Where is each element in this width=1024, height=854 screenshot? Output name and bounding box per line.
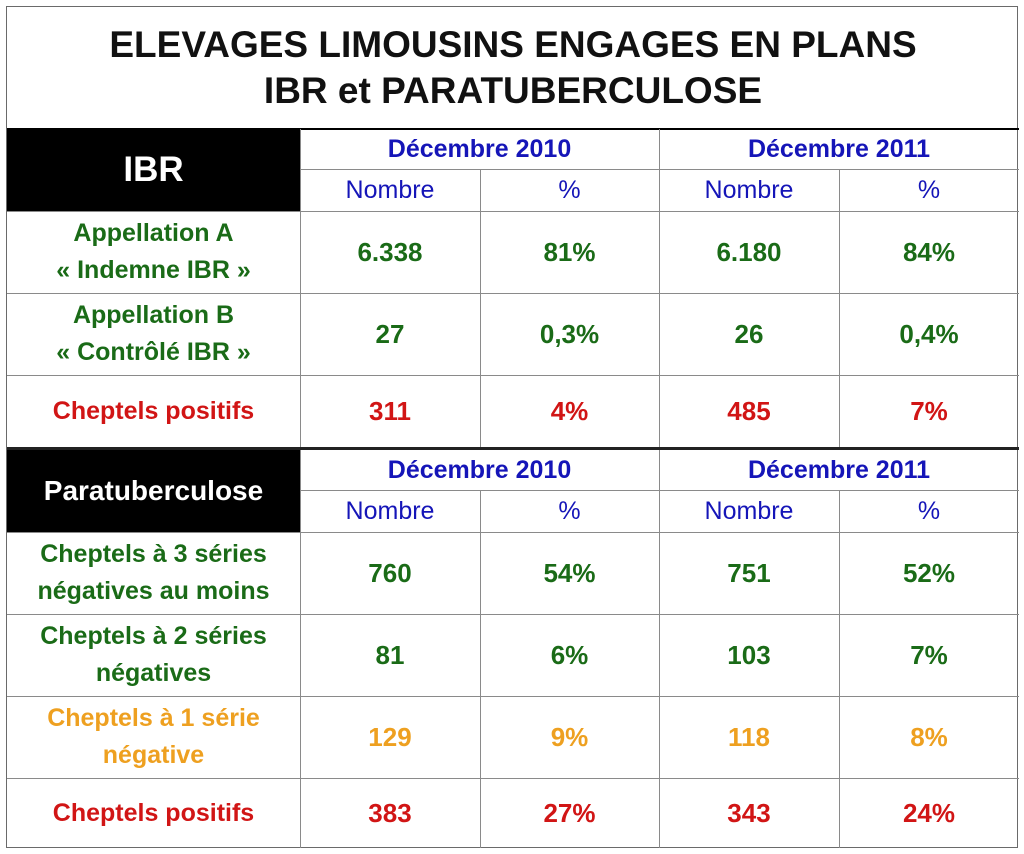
summary-table: ELEVAGES LIMOUSINS ENGAGES EN PLANS IBR … [6,6,1019,848]
grid-line [7,293,1019,294]
label-line-1: Appellation B [72,301,235,329]
para-3s-nombre-2011: 751 [727,557,771,588]
ibr-a-pct-2010: 81% [543,236,596,267]
grid-line [7,614,1019,615]
grid-line [659,129,660,447]
label-line-2: « Indemne IBR » [56,256,251,284]
grid-line [839,169,840,447]
ibr-b-nombre-2010: 27 [375,318,405,349]
para-row-1-serie-label: Cheptels à 1 série négative [7,696,300,778]
ibr-pos-nombre-2011: 485 [727,395,771,426]
para-3s-pct-2010: 54% [543,557,596,588]
section-divider [7,447,1019,450]
ibr-col-nombre-2011: Nombre [704,175,794,204]
ibr-b-pct-2010: 0,3% [539,318,600,349]
para-row-2-series-label: Cheptels à 2 séries négatives [7,614,300,696]
para-1s-pct-2011: 8% [910,721,948,752]
label-line-1: Appellation A [73,219,234,247]
para-pos-pct-2010: 27% [543,797,596,828]
para-col-pct-2010: % [558,496,581,525]
para-col-nombre-2010: Nombre [345,496,435,525]
grid-line [7,778,1019,779]
ibr-col-pct-2011: % [917,175,941,204]
grid-line [300,169,1019,170]
grid-line [480,490,481,848]
grid-line [7,696,1019,697]
title-divider [7,128,1019,130]
label-line-2: négative [102,741,205,769]
ibr-section-header: IBR [7,129,300,211]
table-title: ELEVAGES LIMOUSINS ENGAGES EN PLANS IBR … [7,7,1019,129]
title-line-1: ELEVAGES LIMOUSINS ENGAGES EN PLANS [109,24,917,65]
para-period-2011: Décembre 2011 [747,455,931,484]
label-line-1: Cheptels à 2 séries [40,622,267,650]
ibr-pos-pct-2011: 7% [910,395,948,426]
grid-line [300,129,301,447]
para-row-3-series-label: Cheptels à 3 séries négatives au moins [7,532,300,614]
ibr-col-nombre-2010: Nombre [345,175,435,204]
label-line-1: Cheptels à 3 séries [40,540,267,568]
ibr-a-pct-2011: 84% [902,236,956,267]
para-col-pct-2011: % [917,496,941,525]
para-2s-pct-2011: 7% [910,639,948,670]
para-1s-pct-2010: 9% [550,721,589,752]
ibr-pos-nombre-2010: 311 [369,395,411,426]
para-1s-nombre-2011: 118 [728,721,770,752]
grid-line [300,450,301,848]
para-row-positifs-label: Cheptels positifs [7,778,300,848]
para-pos-nombre-2011: 343 [727,797,771,828]
ibr-pos-pct-2010: 4% [550,395,589,426]
ibr-col-pct-2010: % [558,175,581,204]
title-line-2: IBR et PARATUBERCULOSE [263,70,763,111]
grid-line [839,490,840,848]
ibr-row-appellation-b-label: Appellation B « Contrôlé IBR » [7,293,300,375]
label-line-2: « Contrôlé IBR » [56,338,251,366]
para-pos-nombre-2010: 383 [368,797,412,828]
grid-line [480,169,481,447]
ibr-b-nombre-2011: 26 [734,318,764,349]
label-line-1: Cheptels à 1 série [47,704,260,732]
grid-line [7,211,1019,212]
label-line-2: négatives au moins [37,577,270,605]
label-line-1: Cheptels positifs [52,396,255,425]
para-3s-pct-2011: 52% [902,557,956,588]
para-2s-nombre-2010: 81 [375,639,405,670]
label-line-1: Cheptels positifs [52,798,255,827]
para-pos-pct-2011: 24% [902,797,956,828]
grid-line [7,532,1019,533]
ibr-period-2011: Décembre 2011 [747,134,931,163]
ibr-a-nombre-2010: 6.338 [357,236,423,267]
grid-line [300,490,1019,491]
para-period-2010: Décembre 2010 [387,455,572,484]
para-3s-nombre-2010: 760 [368,557,412,588]
ibr-b-pct-2011: 0,4% [899,318,959,349]
para-1s-nombre-2010: 129 [368,721,412,752]
para-section-header: Paratuberculose [7,450,300,532]
para-2s-pct-2010: 6% [550,639,589,670]
ibr-period-2010: Décembre 2010 [387,134,572,163]
ibr-a-nombre-2011: 6.180 [716,236,782,267]
ibr-row-appellation-a-label: Appellation A « Indemne IBR » [7,211,300,293]
ibr-row-positifs-label: Cheptels positifs [7,375,300,447]
label-line-2: négatives [95,659,212,687]
grid-line [659,450,660,848]
para-col-nombre-2011: Nombre [704,496,794,525]
grid-line [7,375,1019,376]
para-2s-nombre-2011: 103 [727,639,771,670]
